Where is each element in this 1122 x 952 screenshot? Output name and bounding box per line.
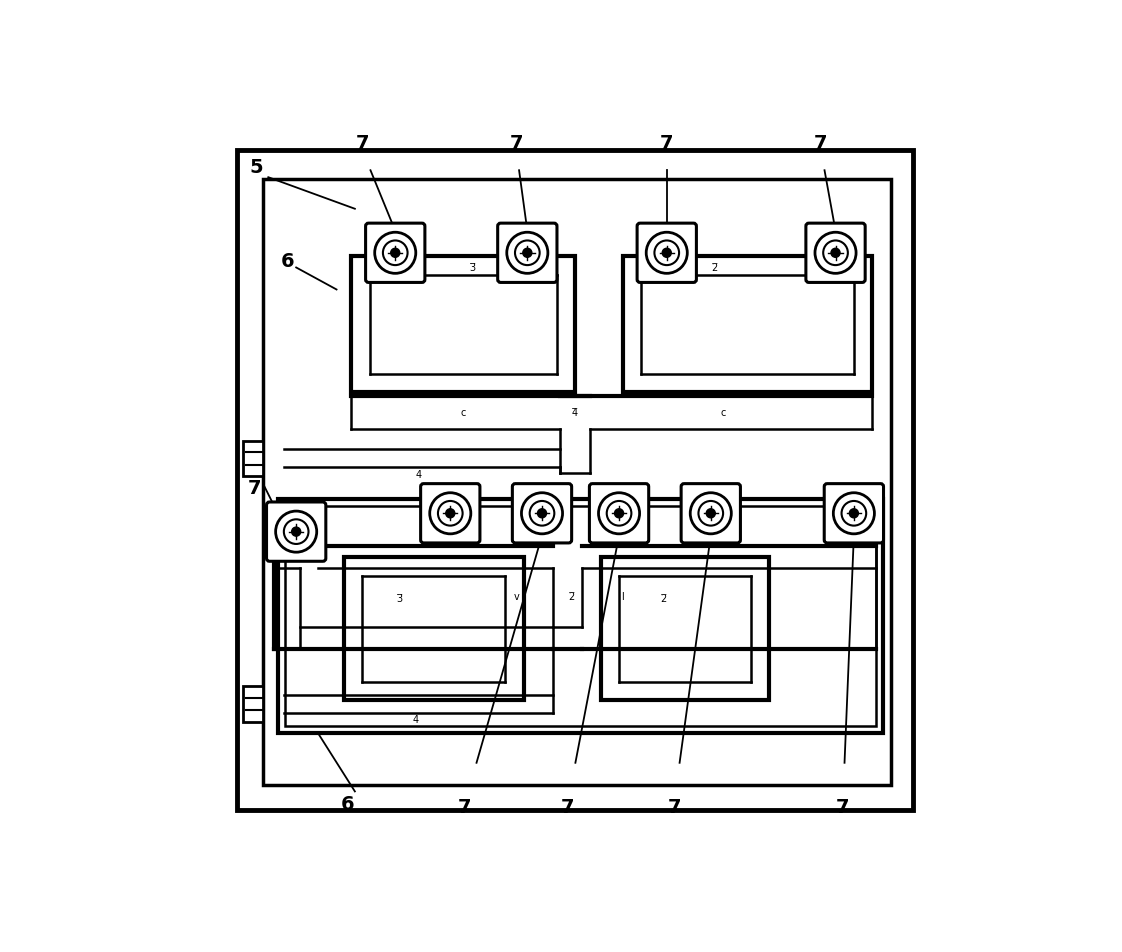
FancyBboxPatch shape <box>825 485 883 544</box>
Text: 2̅: 2̅ <box>660 593 666 603</box>
Circle shape <box>438 502 462 526</box>
FancyBboxPatch shape <box>513 485 571 544</box>
Circle shape <box>831 249 840 258</box>
Circle shape <box>515 241 540 266</box>
Circle shape <box>646 233 688 274</box>
Text: 7: 7 <box>836 798 849 817</box>
Circle shape <box>383 241 407 266</box>
Circle shape <box>662 249 671 258</box>
Circle shape <box>507 233 548 274</box>
FancyBboxPatch shape <box>589 485 649 544</box>
Circle shape <box>615 509 624 518</box>
Circle shape <box>849 509 858 518</box>
Bar <box>285 506 876 726</box>
FancyBboxPatch shape <box>366 224 425 283</box>
FancyBboxPatch shape <box>267 503 325 562</box>
Text: 7: 7 <box>509 134 523 153</box>
Circle shape <box>706 509 716 518</box>
Circle shape <box>815 233 856 274</box>
Bar <box>264 180 891 785</box>
Text: c: c <box>460 408 466 418</box>
Text: 6: 6 <box>280 251 294 270</box>
Text: 7: 7 <box>561 798 574 817</box>
Circle shape <box>292 527 301 537</box>
Bar <box>242 686 264 722</box>
Circle shape <box>445 509 454 518</box>
Circle shape <box>842 502 866 526</box>
Bar <box>242 441 264 476</box>
Circle shape <box>284 520 309 545</box>
Text: 7: 7 <box>458 798 471 817</box>
Text: 3̅: 3̅ <box>396 593 402 603</box>
Circle shape <box>607 502 632 526</box>
Circle shape <box>824 241 848 266</box>
Text: c: c <box>721 408 726 418</box>
Circle shape <box>522 493 562 534</box>
Text: 7: 7 <box>660 134 673 153</box>
Text: 3̅: 3̅ <box>469 263 476 273</box>
Text: 7: 7 <box>356 134 369 153</box>
Circle shape <box>690 493 732 534</box>
Text: 2̅̅: 2̅̅ <box>568 591 574 602</box>
Circle shape <box>699 502 723 526</box>
Text: 4: 4 <box>416 470 422 480</box>
FancyBboxPatch shape <box>637 224 697 283</box>
Circle shape <box>430 493 471 534</box>
FancyBboxPatch shape <box>806 224 865 283</box>
Text: 4̅: 4̅ <box>572 408 578 418</box>
Text: 4: 4 <box>413 714 419 724</box>
Text: 7: 7 <box>668 798 681 817</box>
FancyBboxPatch shape <box>421 485 480 544</box>
Circle shape <box>523 249 532 258</box>
Bar <box>343 558 524 701</box>
Circle shape <box>834 493 874 534</box>
Bar <box>600 558 770 701</box>
Text: 6: 6 <box>341 794 355 813</box>
Circle shape <box>654 241 679 266</box>
Circle shape <box>598 493 640 534</box>
Bar <box>278 499 883 734</box>
Bar <box>351 257 576 393</box>
Text: 7: 7 <box>815 134 828 153</box>
Circle shape <box>530 502 554 526</box>
Bar <box>623 257 872 393</box>
Text: v: v <box>514 591 519 602</box>
Text: l: l <box>622 591 624 602</box>
Circle shape <box>390 249 399 258</box>
Circle shape <box>537 509 546 518</box>
Text: 5: 5 <box>249 157 263 176</box>
Circle shape <box>375 233 416 274</box>
Text: 7: 7 <box>248 479 261 498</box>
FancyBboxPatch shape <box>498 224 557 283</box>
Text: 2̅: 2̅ <box>711 263 718 273</box>
FancyBboxPatch shape <box>681 485 741 544</box>
Circle shape <box>276 511 316 552</box>
